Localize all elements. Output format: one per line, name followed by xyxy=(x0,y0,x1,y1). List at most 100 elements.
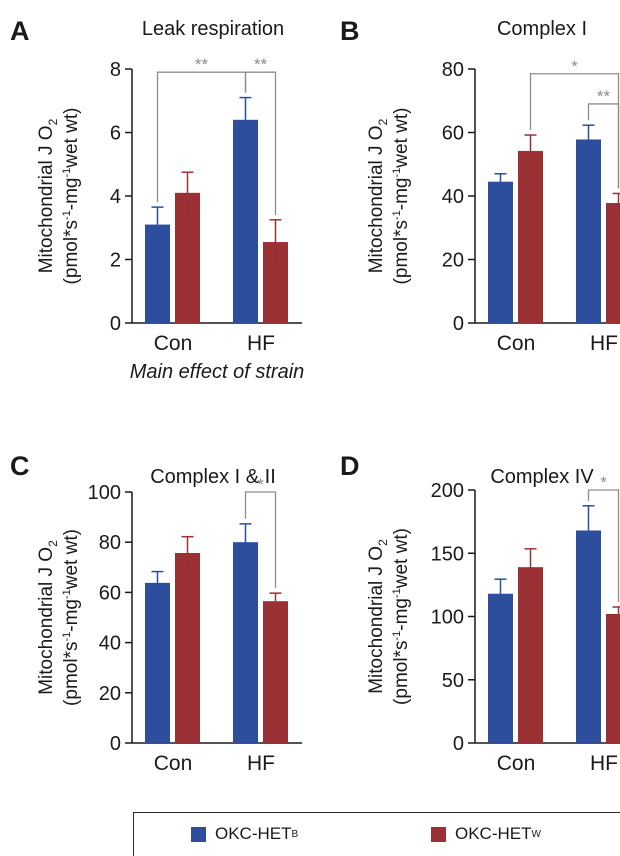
bar-b-hf xyxy=(576,139,601,323)
chart-title: Leak respiration xyxy=(142,18,284,40)
y-axis-label-part: -mg xyxy=(391,598,412,631)
significance-label: * xyxy=(600,473,607,492)
significance-bracket xyxy=(244,71,277,215)
legend-label-w: OKC-HET xyxy=(455,824,532,843)
y-axis-label-superscript: -1 xyxy=(391,168,403,178)
bar-b-hf xyxy=(233,542,258,743)
legend-swatch-w xyxy=(431,826,446,842)
legend-sup-w: W xyxy=(531,828,541,840)
y-tick-label: 80 xyxy=(99,532,121,554)
y-axis-label-part: -mg xyxy=(391,178,412,211)
bar-b-hf xyxy=(233,119,258,323)
y-axis-label-subscript: 2 xyxy=(376,118,390,125)
bar-w-hf xyxy=(263,601,288,743)
y-axis-label-part: wet wt) xyxy=(61,529,82,590)
y-axis-label-superscript: -1 xyxy=(61,589,73,599)
significance-bracket xyxy=(587,103,620,189)
y-tick-label: 50 xyxy=(442,670,464,692)
legend-swatch-b xyxy=(191,826,206,842)
y-tick-label: 60 xyxy=(442,123,464,145)
y-axis-label-line-2: (pmol*s xyxy=(391,220,412,284)
significance-label: * xyxy=(571,57,578,76)
y-axis-label-line-1: Mitochondrial J O xyxy=(366,125,387,273)
x-tick-label: HF xyxy=(247,752,275,775)
chart-panel-c: C Complex I & II Mitochondrial J O2 (pmol*s… xyxy=(10,451,302,775)
bar-w-hf xyxy=(606,613,620,743)
y-axis-label-part: wet wt) xyxy=(61,108,82,169)
x-tick-label: Con xyxy=(497,752,536,775)
legend-item-series-w: OKC-HET W xyxy=(431,824,541,844)
bar-b-con xyxy=(488,181,513,323)
legend-label-b: OKC-HET xyxy=(215,824,292,843)
significance-label: ** xyxy=(195,55,209,74)
y-axis-label: Mitochondrial J O2(pmol*s-1-mg-1wet wt) xyxy=(36,108,82,285)
y-tick-label: 150 xyxy=(431,543,464,565)
y-axis-label-line-1: Mitochondrial J O xyxy=(366,546,387,694)
significance-bracket xyxy=(156,71,247,203)
significance-bracket xyxy=(244,491,277,589)
chart-title: Complex I xyxy=(497,18,587,40)
y-tick-label: 0 xyxy=(453,733,464,755)
y-axis-label-subscript: 2 xyxy=(46,540,60,547)
y-axis-label-superscript: -1 xyxy=(391,631,403,641)
y-axis-label-superscript: -1 xyxy=(391,210,403,220)
y-axis-label: Mitochondrial J O2(pmol*s-1-mg-1wet wt) xyxy=(36,529,82,706)
y-tick-label: 0 xyxy=(110,313,121,335)
y-axis-label-line-2: (pmol*s xyxy=(391,641,412,705)
y-axis-label: Mitochondrial J O2(pmol*s-1-mg-1wet wt) xyxy=(366,108,412,285)
legend-sup-b: B xyxy=(291,828,299,840)
bar-w-con xyxy=(175,552,200,743)
significance-bracket xyxy=(587,489,620,603)
y-axis-label-line-1: Mitochondrial J O xyxy=(36,125,57,273)
bar-w-con xyxy=(518,150,543,323)
x-tick-label: Con xyxy=(154,752,193,775)
y-tick-label: 100 xyxy=(88,482,121,504)
y-tick-label: 4 xyxy=(110,186,121,208)
panel-label: D xyxy=(340,451,360,481)
y-axis-label-part: -mg xyxy=(61,599,82,632)
y-tick-label: 8 xyxy=(110,59,121,81)
legend: OKC-HET B OKC-HET W xyxy=(133,812,620,856)
y-axis-label-superscript: -1 xyxy=(61,168,73,178)
y-tick-label: 6 xyxy=(110,123,121,145)
y-axis-label-line-2: (pmol*s xyxy=(61,642,82,706)
y-axis-label-part: wet wt) xyxy=(391,108,412,169)
panel-label: C xyxy=(10,451,30,481)
bar-w-con xyxy=(518,567,543,743)
x-tick-label: Con xyxy=(497,332,536,355)
bar-w-hf xyxy=(606,202,620,323)
y-axis-label-superscript: -1 xyxy=(391,588,403,598)
y-tick-label: 20 xyxy=(442,250,464,272)
y-tick-label: 40 xyxy=(442,186,464,208)
bar-b-con xyxy=(145,582,170,743)
y-tick-label: 200 xyxy=(431,480,464,502)
y-axis-label: Mitochondrial J O2(pmol*s-1-mg-1wet wt) xyxy=(366,528,412,705)
y-axis-label-superscript: -1 xyxy=(61,210,73,220)
legend-item-series-b: OKC-HET B xyxy=(191,824,298,844)
y-axis-label-line-2: (pmol*s xyxy=(61,220,82,284)
y-tick-label: 60 xyxy=(99,582,121,604)
y-tick-label: 40 xyxy=(99,633,121,655)
chart-panel-a: A Leak respiration Mitochondrial J O2 (pmol… xyxy=(10,16,304,383)
x-tick-label: Con xyxy=(154,332,193,355)
panel-label: A xyxy=(10,16,30,46)
y-tick-label: 20 xyxy=(99,683,121,705)
x-tick-label: HF xyxy=(590,752,618,775)
y-axis-label-subscript: 2 xyxy=(376,539,390,546)
panel-label: B xyxy=(340,16,360,46)
bar-b-hf xyxy=(576,530,601,743)
chart-title: Complex I & II xyxy=(150,466,276,488)
x-tick-label: HF xyxy=(247,332,275,355)
y-axis-label-part: -mg xyxy=(61,178,82,211)
bar-b-con xyxy=(488,593,513,743)
chart-title: Complex IV xyxy=(490,466,594,488)
y-axis-label-line-1: Mitochondrial J O xyxy=(36,547,57,695)
y-axis-label-part: wet wt) xyxy=(391,528,412,589)
y-axis-label-superscript: -1 xyxy=(61,632,73,642)
y-tick-label: 80 xyxy=(442,59,464,81)
significance-label: ** xyxy=(254,55,268,74)
y-axis-label-subscript: 2 xyxy=(46,118,60,125)
significance-label: * xyxy=(257,475,264,494)
